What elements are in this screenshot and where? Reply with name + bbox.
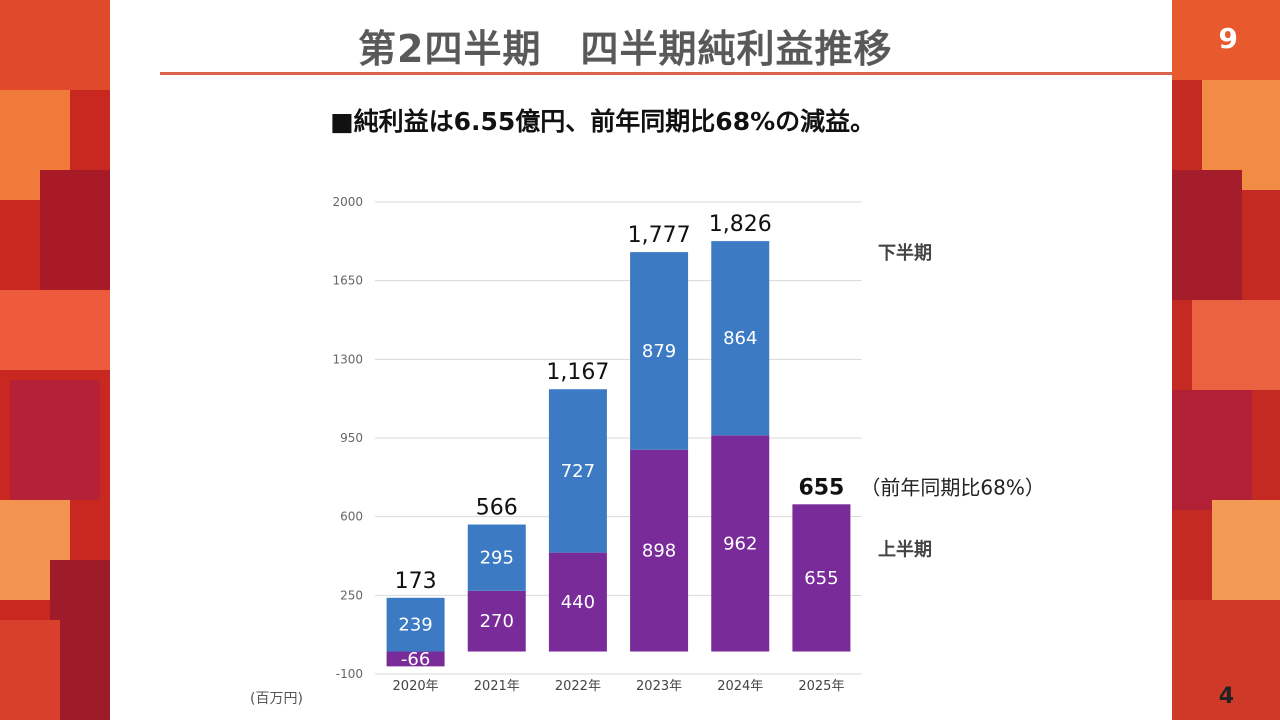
x-tick-label: 2023年: [636, 679, 682, 694]
yoy-annotation: （前年同期比68%）: [860, 475, 1044, 499]
y-tick-label: -100: [336, 667, 363, 681]
bar-second-half: [711, 241, 770, 436]
page-number: 9: [1218, 22, 1238, 55]
bar-first-half: [792, 504, 851, 652]
y-tick-label: 1650: [332, 274, 363, 288]
title-divider: [160, 72, 1172, 75]
y-tick-label: 250: [340, 588, 363, 602]
bar-value-label: -66: [401, 649, 430, 670]
bar-first-half: [548, 552, 607, 652]
x-tick-label: 2021年: [474, 679, 520, 694]
headline-text: ■純利益は6.55億円、前年同期比68%の減益。: [330, 107, 876, 136]
bar-value-label: 727: [561, 461, 595, 482]
bar-first-half: [386, 651, 445, 667]
bar-value-label: 440: [561, 592, 595, 613]
x-tick-label: 2020年: [393, 679, 439, 694]
page-title: 第2四半期 四半期純利益推移: [358, 27, 893, 71]
bar-second-half: [467, 524, 526, 591]
bar-total-label: 173: [395, 569, 437, 594]
bar-value-label: 270: [480, 611, 514, 632]
x-tick-label: 2025年: [798, 679, 844, 694]
bar-total-label: 566: [476, 496, 518, 521]
bar-value-label: 239: [398, 615, 432, 636]
left-decorative-panel: [0, 0, 110, 720]
bar-second-half: [630, 252, 689, 450]
bar-second-half: [386, 597, 445, 652]
y-tick-label: 1300: [332, 352, 363, 366]
unit-label: (百万円): [250, 691, 303, 707]
left-pattern-graphic: [0, 0, 110, 720]
bar-total-label: 655: [798, 475, 844, 500]
legend-second-half: 下半期: [878, 242, 932, 264]
bar-second-half: [548, 389, 607, 553]
bar-total-label: 1,777: [628, 223, 691, 248]
right-pattern-graphic: [1172, 0, 1280, 720]
slide-number: 4: [1218, 684, 1234, 709]
bar-total-label: 1,826: [709, 212, 772, 237]
bar-value-label: 864: [723, 328, 757, 349]
bar-value-label: 295: [480, 548, 514, 569]
x-tick-label: 2022年: [555, 679, 601, 694]
y-tick-label: 600: [340, 510, 363, 524]
bar-first-half: [467, 590, 526, 652]
legend-first-half: 上半期: [878, 539, 932, 561]
bar-total-label: 1,167: [546, 360, 609, 385]
bar-value-label: 898: [642, 541, 676, 562]
bar-first-half: [630, 449, 689, 652]
right-decorative-panel: 9: [1172, 0, 1280, 720]
bar-first-half: [711, 435, 770, 652]
bar-value-label: 655: [804, 568, 838, 589]
bar-value-label: 879: [642, 341, 676, 362]
y-tick-label: 2000: [332, 195, 363, 209]
bar-value-label: 962: [723, 533, 757, 554]
y-tick-label: 950: [340, 431, 363, 445]
x-tick-label: 2024年: [717, 679, 763, 694]
